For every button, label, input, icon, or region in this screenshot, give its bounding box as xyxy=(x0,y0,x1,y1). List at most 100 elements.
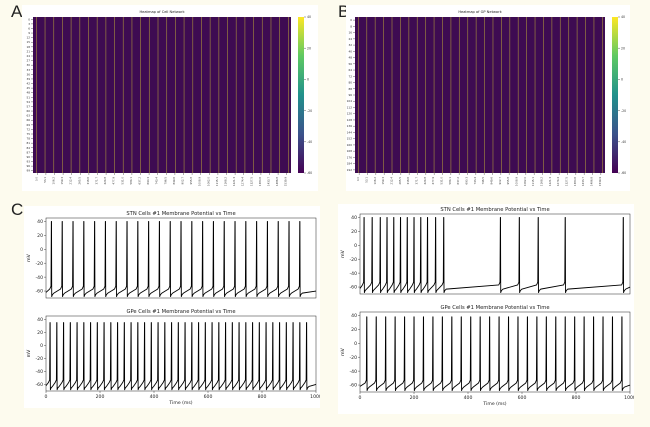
colorbar-tick-label: 40 xyxy=(621,15,625,19)
x-tick-label: 955.8 xyxy=(506,177,510,185)
spike-stripe xyxy=(551,17,553,173)
spike-stripe xyxy=(36,17,37,173)
x-tick-label: 159.3 xyxy=(381,177,385,185)
spike-stripe xyxy=(122,17,124,173)
x-tick-label: 1115.1 xyxy=(215,177,219,186)
y-tick-label: 18 xyxy=(26,45,30,49)
panel-label-b: B xyxy=(338,2,350,21)
y-tick-label: 0 xyxy=(354,243,357,249)
x-axis-label: Time (ms) xyxy=(482,401,506,407)
spike-stripe xyxy=(227,17,228,173)
y-tick-label: -20 xyxy=(35,356,43,362)
spike-stripe xyxy=(279,17,281,173)
spike-stripe xyxy=(96,17,98,173)
x-tick-label: 371.7 xyxy=(95,177,99,185)
spike-stripe xyxy=(509,17,511,173)
x-tick-label: 1008.9 xyxy=(515,177,519,186)
colorbar-tick-label: 20 xyxy=(307,46,311,50)
y-tick-label: 57 xyxy=(26,104,30,108)
y-tick-label: -60 xyxy=(35,289,43,295)
heatmap-field xyxy=(355,17,605,173)
x-tick-label: 318.6 xyxy=(406,177,410,185)
x-tick-label: 1062.0 xyxy=(206,177,210,186)
x-tick-label: 0.0 xyxy=(34,177,38,181)
panel-label-c: C xyxy=(11,200,24,219)
x-tick-label: 800 xyxy=(572,395,581,401)
y-tick-label: 36 xyxy=(26,72,30,76)
spike-stripe xyxy=(559,17,561,173)
x-tick-label: 53.1 xyxy=(43,177,47,183)
spike-stripe xyxy=(253,17,254,173)
spike-stripe xyxy=(585,17,586,173)
spike-stripe xyxy=(114,17,115,173)
x-tick-label: 200 xyxy=(410,395,419,401)
x-tick-label: 531.0 xyxy=(120,177,124,185)
x-tick-label: 1168.2 xyxy=(540,177,544,186)
y-axis-label: mV xyxy=(340,249,346,257)
y-tick-label: 48 xyxy=(348,56,352,60)
spike-stripe xyxy=(192,17,194,173)
spike-stripe xyxy=(157,17,159,173)
y-tick-label: 40 xyxy=(37,219,43,225)
y-tick-label: 24 xyxy=(348,37,352,41)
spike-stripe xyxy=(391,17,393,173)
y-tick-label: 9 xyxy=(28,31,30,35)
spike-stripe xyxy=(475,17,477,173)
y-tick-label: 136 xyxy=(347,124,353,128)
spike-stripe xyxy=(408,17,410,173)
trace-title: STN Cells #1 Membrane Potential vs Time xyxy=(440,207,549,213)
x-tick-label: 1486.8 xyxy=(275,177,279,186)
spike-stripe xyxy=(53,17,55,173)
y-tick-label: 6 xyxy=(28,26,30,30)
x-tick-label: 424.8 xyxy=(103,177,107,185)
colorbar-tick-label: -20 xyxy=(621,109,626,113)
y-tick-label: 112 xyxy=(347,105,353,109)
spike-stripe xyxy=(209,17,211,173)
spike-stripe xyxy=(358,17,359,173)
y-tick-label: 0 xyxy=(40,247,43,253)
y-tick-label: 87 xyxy=(26,150,30,154)
y-tick-label: 168 xyxy=(347,149,353,153)
y-tick-label: 54 xyxy=(26,100,30,104)
spike-stripe xyxy=(270,17,272,173)
membrane-potential-line xyxy=(45,221,317,298)
x-tick-label: 1221.3 xyxy=(548,177,552,186)
y-tick-label: 8 xyxy=(350,24,352,28)
spike-stripe xyxy=(517,17,519,173)
y-tick-label: 90 xyxy=(26,155,30,159)
x-tick-label: 1327.5 xyxy=(249,177,253,186)
y-tick-label: 96 xyxy=(26,164,30,168)
x-tick-label: 1433.7 xyxy=(581,177,585,186)
colorbar-tick-label: -40 xyxy=(621,140,626,144)
x-tick-label: 53.1 xyxy=(365,177,369,183)
x-tick-label: 212.4 xyxy=(390,177,394,185)
y-tick-label: -40 xyxy=(349,369,357,375)
y-axis-label: mV xyxy=(340,347,346,355)
y-tick-label: 64 xyxy=(348,68,352,72)
y-tick-label: -20 xyxy=(35,261,43,267)
y-tick-label: 39 xyxy=(26,77,30,81)
spike-stripe xyxy=(131,17,133,173)
y-tick-label: 192 xyxy=(347,168,353,172)
y-tick-label: 160 xyxy=(347,143,353,147)
x-tick-label: 1274.4 xyxy=(556,177,560,186)
y-tick-label: 40 xyxy=(351,313,357,319)
x-tick-label: 212.4 xyxy=(69,177,73,185)
colorbar-tick-label: 0 xyxy=(307,78,309,82)
spike-stripe xyxy=(458,17,460,173)
spike-stripe xyxy=(467,17,469,173)
x-tick-label: 902.7 xyxy=(181,177,185,185)
x-tick-label: 1539.9 xyxy=(284,177,288,186)
x-tick-label: 743.4 xyxy=(155,177,159,185)
trace-c-svg: STN Cells #1 Membrane Potential vs Time -… xyxy=(26,211,322,406)
panel-d: STN Cells #1 Membrane Potential vs Time -… xyxy=(338,204,636,414)
y-tick-label: 32 xyxy=(348,43,352,47)
spike-stripe xyxy=(450,17,452,173)
panel-b: Heatmap of GP Network 0 8 16 24 32 40 48 56 64 72 8… xyxy=(336,5,639,196)
y-tick-label: 88 xyxy=(348,87,352,91)
x-tick-label: 200 xyxy=(96,394,105,400)
x-tick-label: 0.0 xyxy=(356,177,360,181)
y-tick-label: 72 xyxy=(348,74,352,78)
spike-stripe xyxy=(433,17,435,173)
x-tick-label: 1115.1 xyxy=(531,177,535,186)
